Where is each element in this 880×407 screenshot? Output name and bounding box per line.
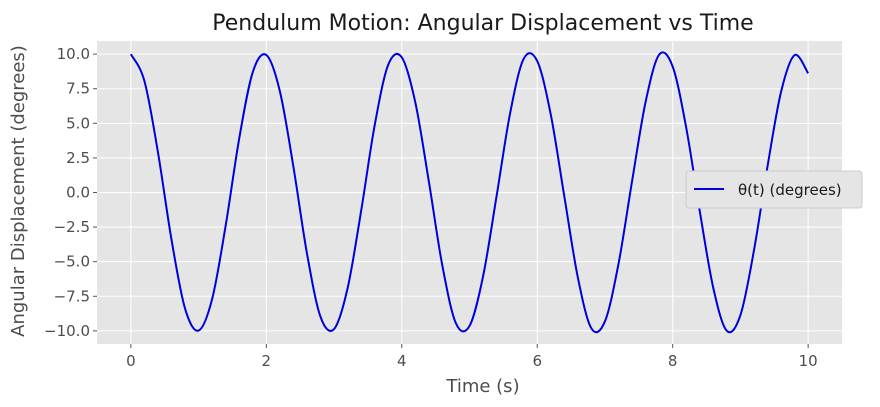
x-tick-label: 2 xyxy=(262,352,272,370)
ticks: 0 2 4 6 8 10 10.0 7.5 5.0 2.5 0.0 −2.5 −5.0 −7.5 −10.0 xyxy=(44,45,818,370)
y-tick-label: −10.0 xyxy=(44,322,90,340)
y-axis-title: Angular Displacement (degrees) xyxy=(8,45,29,337)
y-tick-label: −7.5 xyxy=(54,287,90,305)
legend-label: θ(t) (degrees) xyxy=(738,181,842,199)
y-tick-label: 0.0 xyxy=(66,184,90,202)
y-tick-label: 2.5 xyxy=(66,149,90,167)
legend: θ(t) (degrees) xyxy=(685,170,863,209)
legend-box xyxy=(685,170,863,209)
x-axis-title: Time (s) xyxy=(445,376,519,397)
x-tick-label: 10 xyxy=(799,352,818,370)
y-tick-label: 10.0 xyxy=(57,45,90,63)
y-tick-label: 5.0 xyxy=(66,114,90,132)
x-tick-label: 6 xyxy=(532,352,542,370)
chart-title: Pendulum Motion: Angular Displacement vs… xyxy=(212,11,753,36)
y-tick-label: 7.5 xyxy=(66,80,90,98)
y-tick-label: −2.5 xyxy=(54,218,90,236)
x-tick-label: 8 xyxy=(668,352,678,370)
y-tick-label: −5.0 xyxy=(54,253,90,271)
x-tick-label: 0 xyxy=(126,352,136,370)
x-tick-label: 4 xyxy=(397,352,407,370)
